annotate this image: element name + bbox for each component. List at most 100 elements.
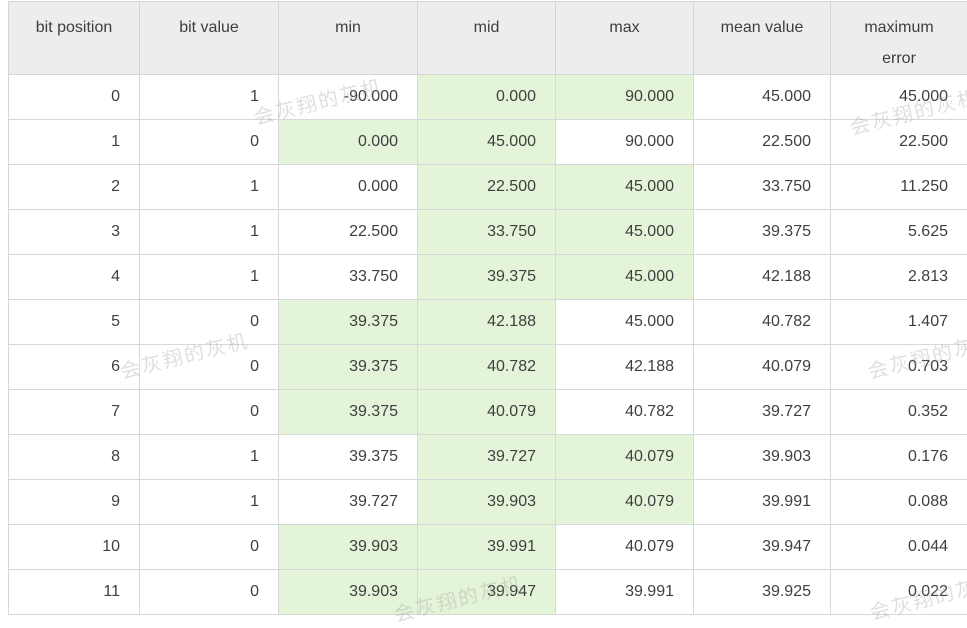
col-header-maximum-error: maximum error: [831, 2, 967, 75]
col-header-maximum-error-label: maximum error: [857, 12, 941, 74]
cell-mid: 39.903: [418, 480, 556, 525]
cell-bit-value: 1: [140, 435, 279, 480]
cell-maximum-error: 2.813: [831, 255, 967, 300]
cell-bit-value: 0: [140, 300, 279, 345]
cell-max: 40.079: [556, 525, 694, 570]
cell-bit-value: 1: [140, 480, 279, 525]
col-header-min: min: [279, 2, 418, 75]
cell-min: -90.000: [279, 75, 418, 120]
cell-maximum-error: 45.000: [831, 75, 967, 120]
cell-maximum-error: 0.044: [831, 525, 967, 570]
cell-min: 39.727: [279, 480, 418, 525]
cell-bit-position: 11: [9, 570, 140, 615]
cell-mid: 42.188: [418, 300, 556, 345]
col-header-mean-value: mean value: [694, 2, 831, 75]
cell-max: 45.000: [556, 255, 694, 300]
cell-min: 0.000: [279, 120, 418, 165]
cell-min: 22.500: [279, 210, 418, 255]
cell-bit-position: 5: [9, 300, 140, 345]
cell-maximum-error: 11.250: [831, 165, 967, 210]
cell-max: 40.079: [556, 480, 694, 525]
cell-mean-value: 22.500: [694, 120, 831, 165]
cell-max: 42.188: [556, 345, 694, 390]
cell-mid: 39.991: [418, 525, 556, 570]
cell-mid: 39.727: [418, 435, 556, 480]
cell-maximum-error: 0.022: [831, 570, 967, 615]
cell-mid: 40.079: [418, 390, 556, 435]
cell-bit-value: 0: [140, 525, 279, 570]
cell-maximum-error: 0.703: [831, 345, 967, 390]
col-header-bit-position: bit position: [9, 2, 140, 75]
cell-max: 90.000: [556, 75, 694, 120]
cell-mid: 22.500: [418, 165, 556, 210]
cell-mid: 39.375: [418, 255, 556, 300]
cell-mean-value: 40.782: [694, 300, 831, 345]
cell-min: 39.903: [279, 525, 418, 570]
cell-bit-position: 0: [9, 75, 140, 120]
cell-bit-value: 0: [140, 390, 279, 435]
cell-maximum-error: 0.088: [831, 480, 967, 525]
cell-bit-position: 8: [9, 435, 140, 480]
cell-maximum-error: 5.625: [831, 210, 967, 255]
cell-bit-value: 0: [140, 345, 279, 390]
cell-bit-value: 1: [140, 210, 279, 255]
cell-mean-value: 39.903: [694, 435, 831, 480]
col-header-bit-value: bit value: [140, 2, 279, 75]
cell-min: 39.903: [279, 570, 418, 615]
cell-min: 39.375: [279, 345, 418, 390]
cell-bit-value: 0: [140, 570, 279, 615]
cell-mean-value: 39.991: [694, 480, 831, 525]
cell-min: 39.375: [279, 300, 418, 345]
cell-max: 45.000: [556, 165, 694, 210]
cell-maximum-error: 22.500: [831, 120, 967, 165]
cell-mid: 0.000: [418, 75, 556, 120]
cell-min: 33.750: [279, 255, 418, 300]
cell-mean-value: 40.079: [694, 345, 831, 390]
cell-max: 45.000: [556, 210, 694, 255]
header-row: bit position bit value min mid max mean …: [9, 2, 967, 75]
cell-mid: 45.000: [418, 120, 556, 165]
cell-max: 90.000: [556, 120, 694, 165]
cell-mean-value: 45.000: [694, 75, 831, 120]
cell-mid: 40.782: [418, 345, 556, 390]
cell-mean-value: 39.375: [694, 210, 831, 255]
cell-min: 39.375: [279, 390, 418, 435]
cell-maximum-error: 1.407: [831, 300, 967, 345]
cell-bit-position: 10: [9, 525, 140, 570]
cell-bit-value: 1: [140, 255, 279, 300]
cell-mean-value: 39.925: [694, 570, 831, 615]
col-header-mid: mid: [418, 2, 556, 75]
col-header-max: max: [556, 2, 694, 75]
cell-mean-value: 42.188: [694, 255, 831, 300]
cell-mid: 39.947: [418, 570, 556, 615]
cell-min: 0.000: [279, 165, 418, 210]
cell-mean-value: 39.727: [694, 390, 831, 435]
cell-bit-value: 1: [140, 75, 279, 120]
cell-max: 40.079: [556, 435, 694, 480]
cell-bit-position: 1: [9, 120, 140, 165]
cell-max: 45.000: [556, 300, 694, 345]
cell-min: 39.375: [279, 435, 418, 480]
cell-bit-position: 7: [9, 390, 140, 435]
cell-maximum-error: 0.176: [831, 435, 967, 480]
cell-bit-value: 0: [140, 120, 279, 165]
cell-maximum-error: 0.352: [831, 390, 967, 435]
cell-bit-position: 3: [9, 210, 140, 255]
cell-bit-position: 6: [9, 345, 140, 390]
cell-mid: 33.750: [418, 210, 556, 255]
cell-mean-value: 33.750: [694, 165, 831, 210]
cell-bit-position: 9: [9, 480, 140, 525]
cell-max: 39.991: [556, 570, 694, 615]
